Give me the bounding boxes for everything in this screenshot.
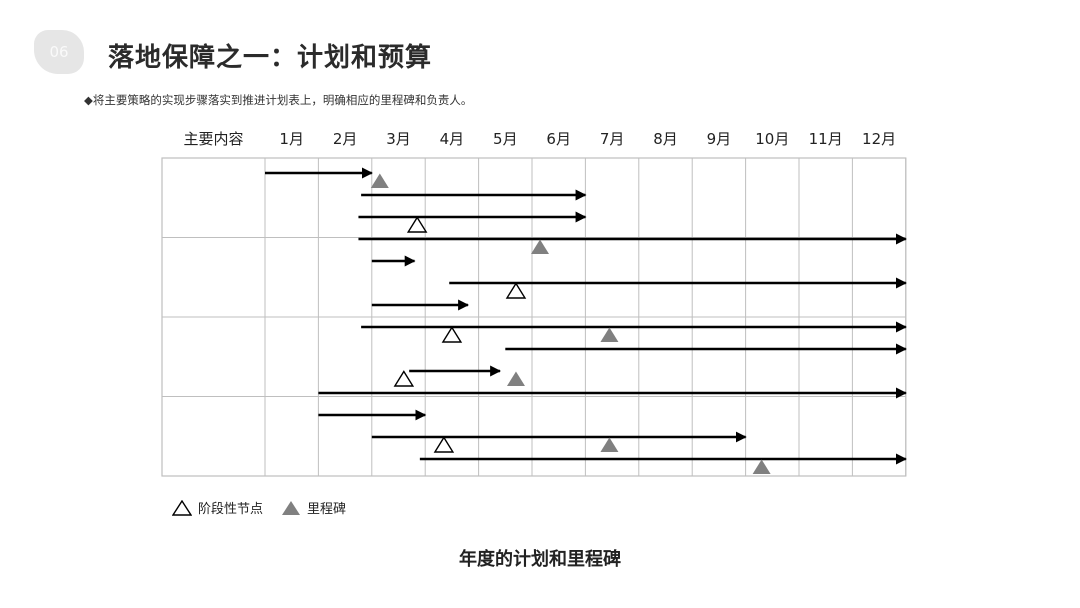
hollow-triangle-icon <box>172 499 192 516</box>
stage-node-marker <box>433 436 455 453</box>
month-header-9: 9月 <box>706 130 732 148</box>
month-header-4: 4月 <box>439 130 465 148</box>
milestone-marker <box>600 327 619 342</box>
month-header-1: 1月 <box>279 130 304 148</box>
month-header-5: 5月 <box>493 130 518 148</box>
month-header-8: 8月 <box>653 130 678 148</box>
page-title: 落地保障之一：计划和预算 <box>108 43 433 73</box>
header-main-content: 主要内容 <box>183 130 244 148</box>
month-header-12: 12月 <box>862 130 897 148</box>
slide-number: 06 <box>49 43 69 61</box>
stage-node-marker <box>393 370 415 387</box>
month-header-2: 2月 <box>332 130 358 148</box>
stage-node-marker <box>406 216 428 233</box>
legend-stage-label: 阶段性节点 <box>198 502 264 517</box>
milestone-marker <box>600 437 619 452</box>
legend: 阶段性节点 里程碑 <box>172 498 364 517</box>
table-header: 主要内容 1月 2月 3月 4月 5月 6月 7月 8月 9月 10月 11月 12月 <box>162 128 906 152</box>
month-header-11: 11月 <box>808 130 843 148</box>
milestone-marker <box>752 459 771 474</box>
month-header-7: 7月 <box>599 130 625 148</box>
month-header-3: 3月 <box>386 130 411 148</box>
month-header-10: 10月 <box>755 130 790 148</box>
filled-triangle-icon <box>282 500 301 515</box>
month-header-6: 6月 <box>546 130 571 148</box>
figure-caption: 年度的计划和里程碑 <box>459 549 621 570</box>
slide-number-badge: 06 <box>34 30 84 74</box>
legend-item-milestone: 里程碑 <box>281 498 346 517</box>
stage-node-marker <box>505 282 527 299</box>
milestone-marker <box>531 239 550 254</box>
milestone-marker <box>506 371 525 386</box>
legend-item-stage: 阶段性节点 <box>172 498 263 517</box>
milestone-marker <box>370 173 389 188</box>
page-subtitle: ◆将主要策略的实现步骤落实到推进计划表上，明确相应的里程碑和负责人。 <box>84 93 473 107</box>
stage-node-marker <box>441 326 463 343</box>
legend-milestone-label: 里程碑 <box>307 502 347 517</box>
